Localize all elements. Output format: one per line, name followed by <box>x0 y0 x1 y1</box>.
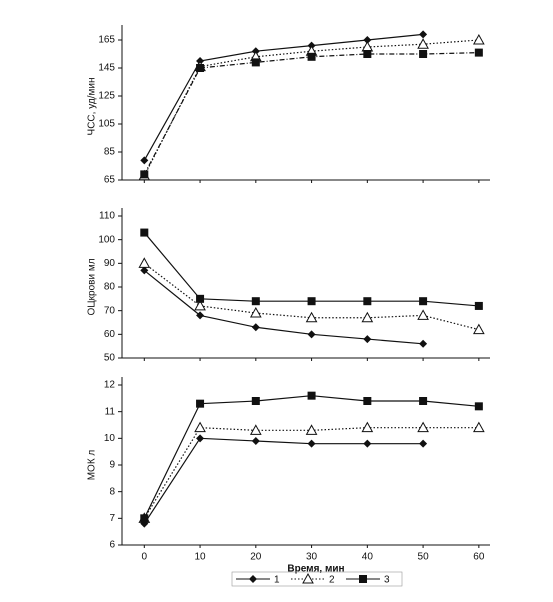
x-tick-label: 50 <box>418 552 430 563</box>
marker <box>307 391 316 400</box>
y-tick-label: 125 <box>98 91 115 102</box>
x-tick-label: 0 <box>142 552 148 563</box>
marker <box>419 297 428 306</box>
marker <box>305 424 318 435</box>
series-line <box>143 269 424 345</box>
marker <box>196 399 205 408</box>
marker <box>251 323 260 332</box>
marker <box>363 50 372 58</box>
y-tick-label: 85 <box>104 147 116 158</box>
y-axis-label: ЧСС, уд/мин <box>87 78 98 136</box>
marker <box>419 397 428 405</box>
x-tick-label: 20 <box>250 552 262 563</box>
marker <box>472 421 485 433</box>
marker <box>194 299 206 311</box>
marker <box>305 311 318 323</box>
marker <box>474 402 483 411</box>
legend-box <box>231 571 403 587</box>
marker <box>307 52 316 61</box>
marker <box>196 294 205 303</box>
marker <box>474 48 483 57</box>
y-tick-label: 12 <box>104 380 116 391</box>
y-tick-label: 9 <box>109 460 115 471</box>
series-line <box>143 33 424 161</box>
marker <box>419 439 428 448</box>
marker <box>251 397 260 405</box>
marker <box>138 257 151 268</box>
marker <box>140 266 149 275</box>
marker <box>249 307 262 318</box>
legend-label: 2 <box>329 575 335 586</box>
marker <box>307 297 316 306</box>
y-tick-label: 60 <box>104 329 116 340</box>
marker <box>249 424 262 435</box>
marker <box>251 437 260 445</box>
marker <box>361 421 374 433</box>
marker <box>140 514 149 523</box>
marker <box>417 38 429 49</box>
y-tick-label: 50 <box>104 353 116 364</box>
marker <box>417 421 429 433</box>
series-line <box>143 395 479 519</box>
y-tick-label: 70 <box>104 305 116 316</box>
marker <box>472 33 485 45</box>
y-axis-label: ОЦкрови мл <box>87 258 98 315</box>
y-tick-label: 165 <box>98 35 115 46</box>
marker <box>363 397 372 405</box>
series-line <box>143 232 479 307</box>
y-tick-label: 65 <box>104 175 116 186</box>
y-tick-label: 10 <box>104 433 116 444</box>
y-tick-label: 110 <box>99 211 115 222</box>
marker <box>361 311 374 323</box>
legend-label: 1 <box>274 575 280 586</box>
y-tick-label: 80 <box>104 282 116 293</box>
x-tick-label: 60 <box>473 552 485 563</box>
marker <box>302 572 314 584</box>
marker <box>307 330 316 339</box>
marker <box>363 439 372 448</box>
x-tick-label: 10 <box>194 552 206 563</box>
marker <box>140 156 149 165</box>
marker <box>196 311 205 320</box>
marker <box>140 228 149 237</box>
marker <box>307 439 316 448</box>
marker <box>419 30 428 39</box>
marker <box>249 575 257 583</box>
marker <box>140 170 149 179</box>
y-tick-label: 90 <box>104 258 116 269</box>
series-line <box>143 437 424 524</box>
x-tick-label: 40 <box>362 552 374 563</box>
marker <box>474 301 483 310</box>
x-axis-label: Время, мин <box>287 564 344 575</box>
marker <box>419 339 428 348</box>
y-tick-label: 8 <box>109 486 115 497</box>
y-tick-label: 145 <box>98 63 115 74</box>
y-tick-label: 100 <box>98 234 115 245</box>
y-tick-label: 7 <box>109 513 115 524</box>
marker <box>417 309 429 320</box>
marker <box>359 575 367 583</box>
marker <box>194 421 206 433</box>
marker <box>363 335 372 344</box>
y-tick-label: 105 <box>98 119 115 130</box>
marker <box>363 297 372 306</box>
marker <box>196 64 205 72</box>
marker <box>363 36 372 44</box>
x-tick-label: 30 <box>306 552 318 563</box>
y-tick-label: 6 <box>109 540 115 551</box>
y-axis-label: МОК л <box>87 450 98 481</box>
y-tick-label: 11 <box>105 406 116 417</box>
marker <box>251 297 260 306</box>
marker <box>251 58 260 67</box>
legend-label: 3 <box>384 575 390 586</box>
marker <box>419 50 428 58</box>
marker <box>472 323 485 335</box>
marker <box>196 434 205 443</box>
